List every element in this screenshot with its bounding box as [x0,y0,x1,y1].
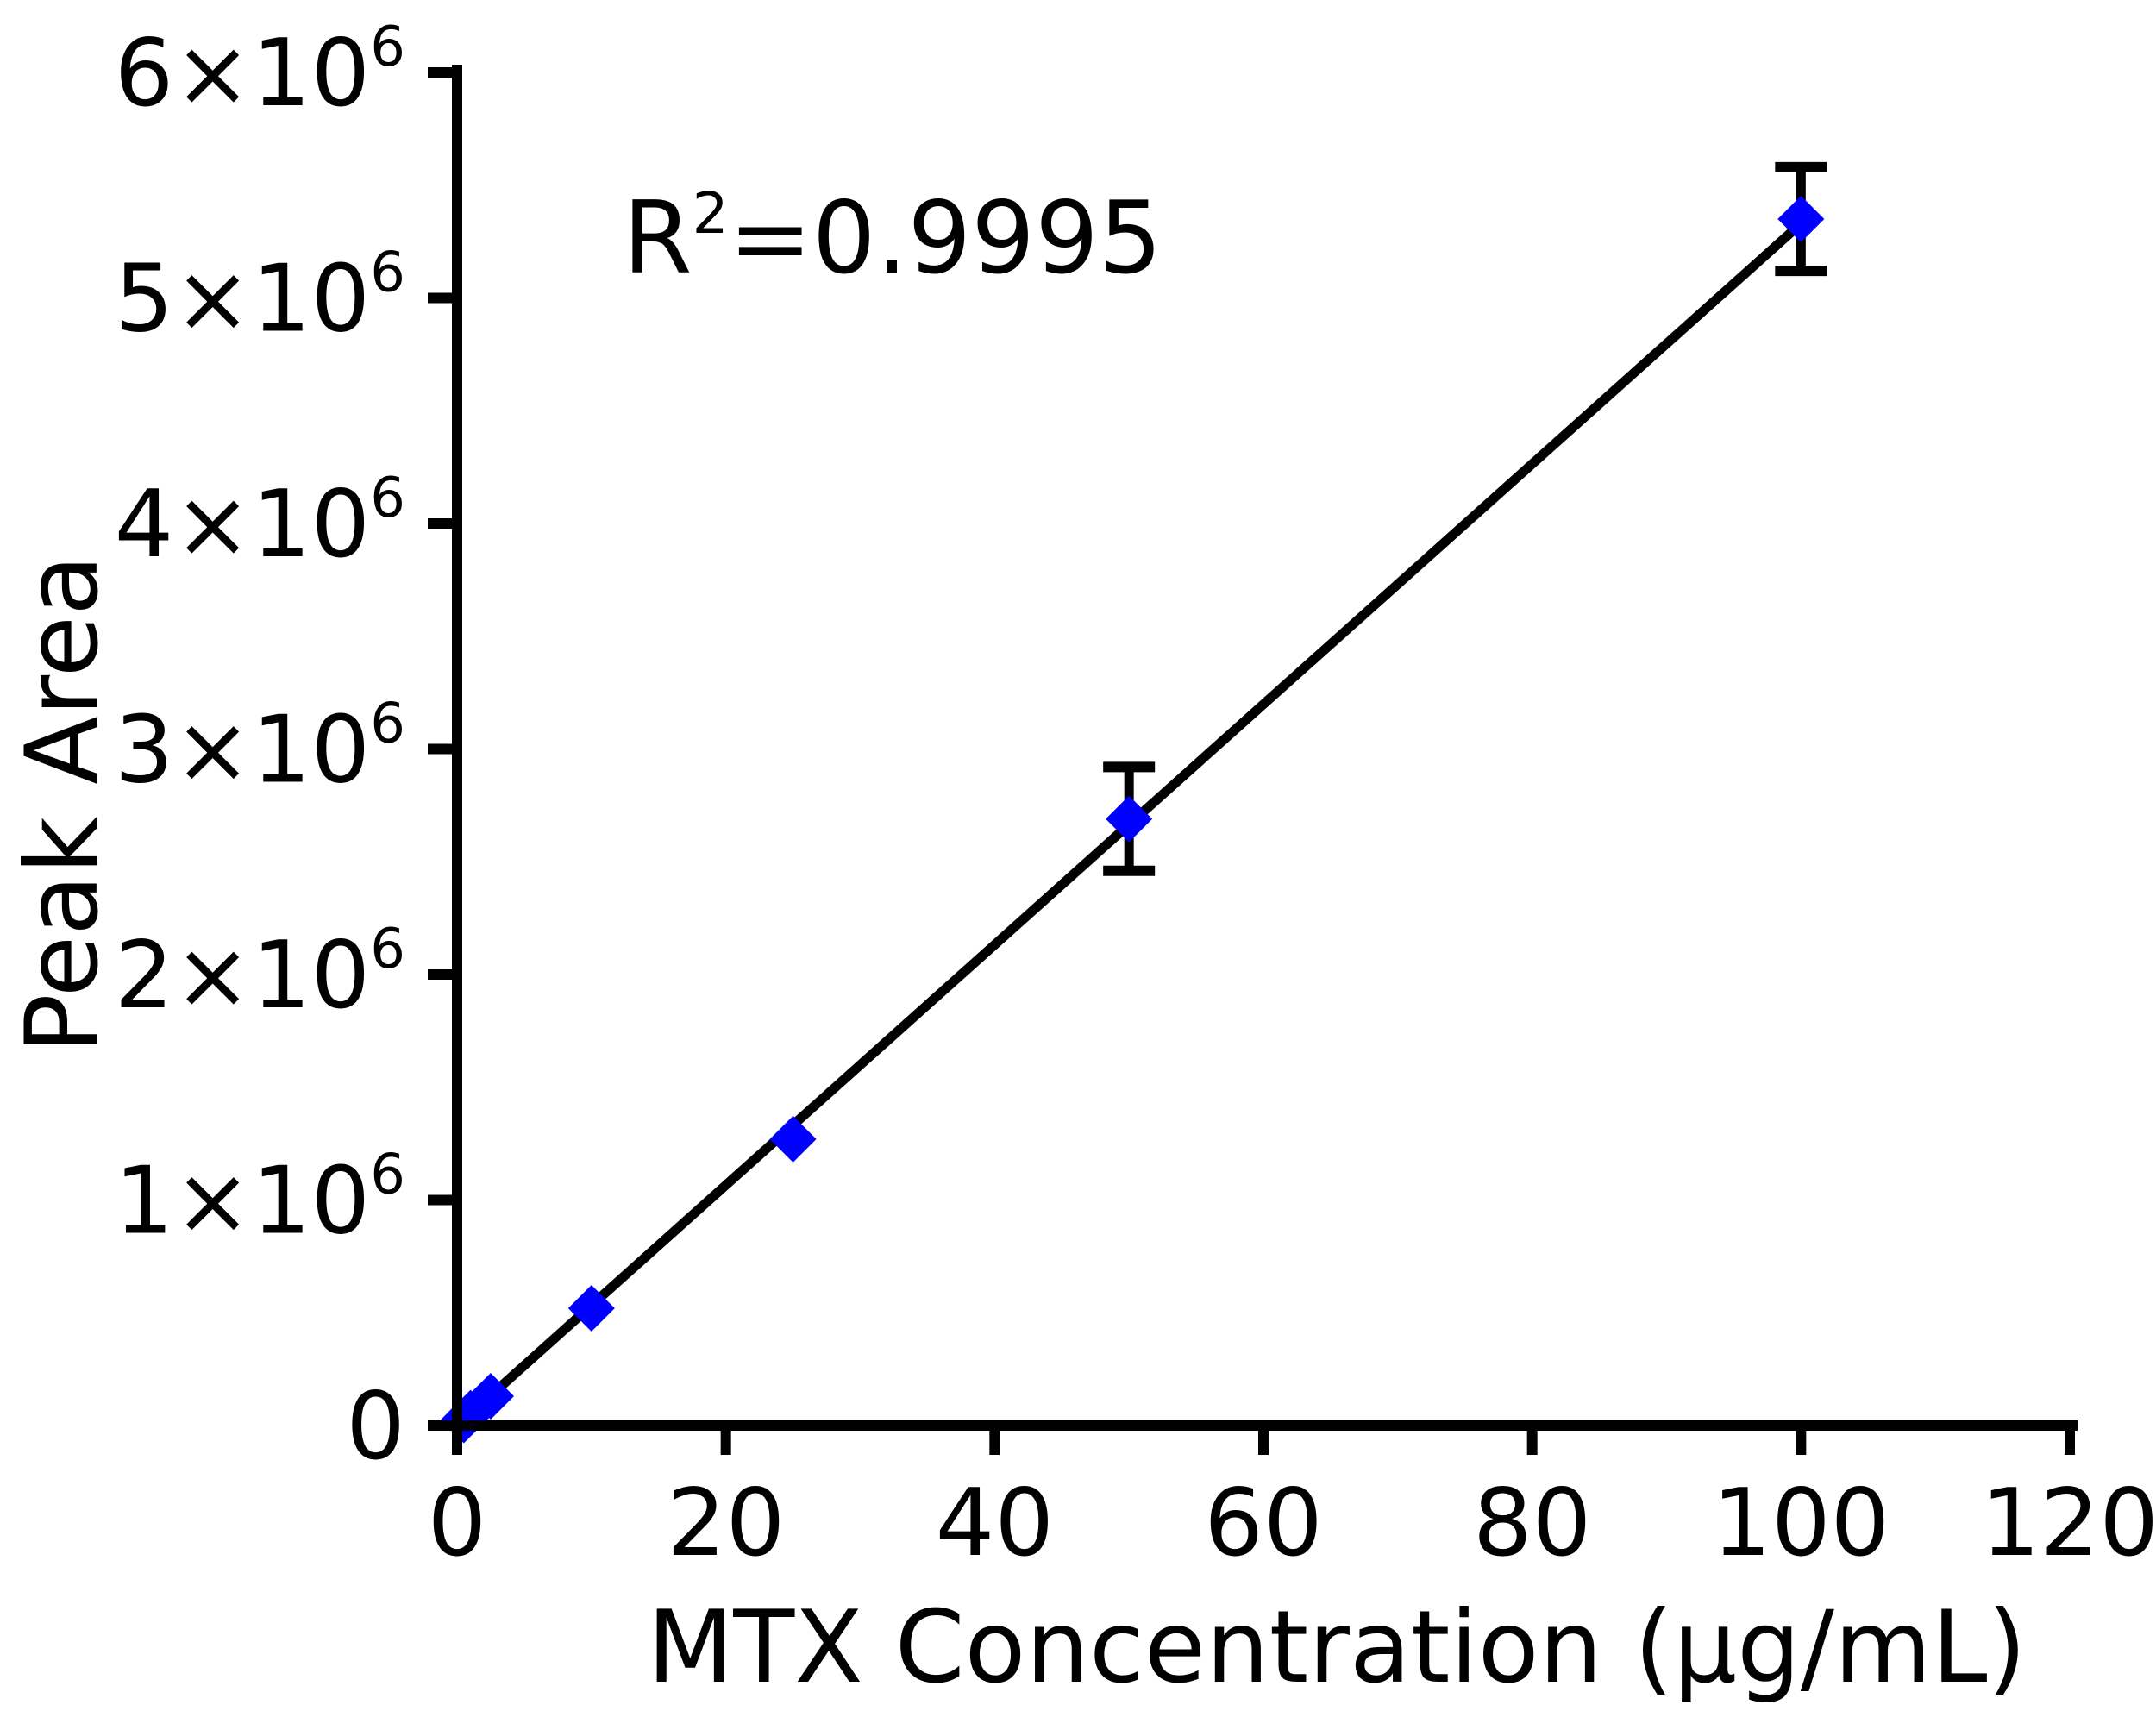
x-tick-label: 0 [428,1470,487,1577]
r-squared-annotation: R2=0.9995 [623,180,1163,297]
y-tick-label-base: 2×10 [115,922,371,1030]
data-point [467,1373,514,1420]
y-tick-label: 5×106 [115,241,405,354]
y-tick-label-base: 6×10 [115,20,371,128]
x-axis-title: MTX Concentration (µg/mL) [647,1589,2026,1706]
annotation-superscript: 2 [693,180,729,247]
y-tick-label: 2×106 [115,918,405,1030]
y-tick-label-base: 5×10 [115,246,371,354]
y-tick-label-exponent: 6 [370,16,405,79]
x-tick-label: 40 [936,1470,1054,1577]
y-tick-label-exponent: 6 [370,467,405,530]
y-tick-label: 3×106 [115,693,405,805]
axes-layer [428,65,2078,1455]
x-tick-label: 20 [667,1470,785,1577]
y-tick-label: 4×106 [115,467,405,579]
y-tick-label: 1×106 [115,1144,405,1256]
y-tick-label-exponent: 6 [370,241,405,305]
y-tick-label: 6×106 [115,16,405,128]
y-tick-label-exponent: 6 [370,693,405,756]
x-tick-label: 60 [1204,1470,1322,1577]
y-tick-label-base: 1×10 [115,1148,371,1256]
y-tick-label-base: 3×10 [115,697,371,805]
y-tick-label-base: 4×10 [115,471,371,579]
data-point [1106,795,1153,843]
y-tick-label-exponent: 6 [370,1144,405,1207]
x-tick-label: 80 [1473,1470,1591,1577]
y-tick-label-exponent: 6 [370,918,405,981]
text-layer: 0 20 40 60 80 100 12001×1062×1063×1064×1065×10… [4,16,2156,1706]
data-point [769,1115,817,1163]
x-tick-label: 100 [1712,1470,1890,1577]
y-tick-label-base: 0 [346,1373,405,1481]
annotation-value: =0.9995 [729,180,1163,297]
data-point [1777,195,1825,242]
x-tick-label: 120 [1981,1470,2156,1577]
y-tick-label: 0 [346,1373,405,1481]
data-point [567,1285,615,1332]
y-axis-title: Peak Area [4,555,121,1054]
annotation-base: R [623,180,693,297]
